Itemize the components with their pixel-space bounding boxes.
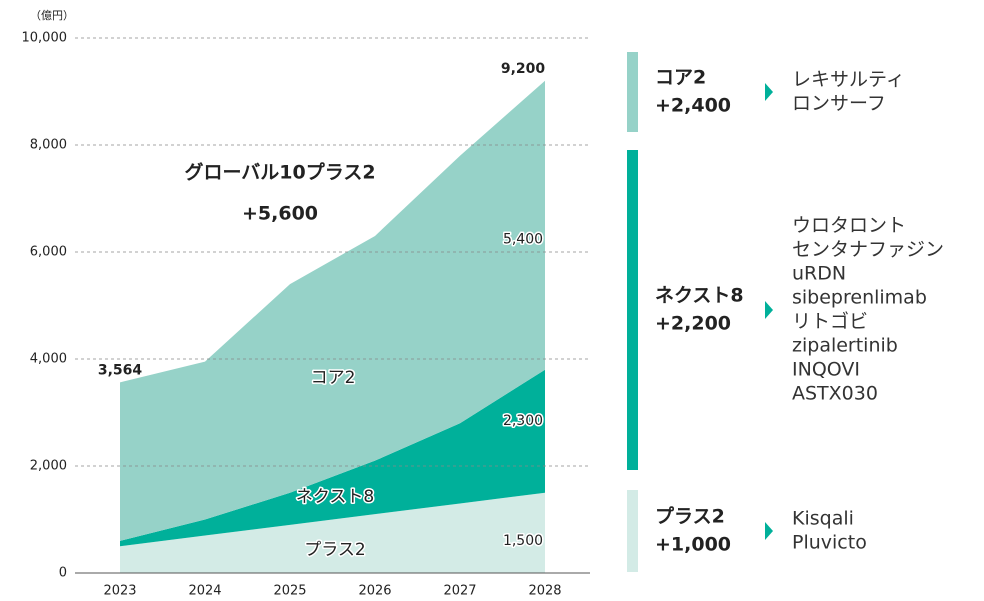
group-item: リトゴビ xyxy=(792,311,868,333)
y-tick-label: 4,000 xyxy=(30,352,67,367)
group-bar xyxy=(627,490,638,572)
data-label: 1,500 xyxy=(503,533,543,549)
group-name: プラス2 xyxy=(655,505,725,528)
arrow xyxy=(765,83,773,101)
y-tick-label: 6,000 xyxy=(30,245,67,260)
group-item: センタナファジン xyxy=(792,239,944,261)
group-item: ウロタロント xyxy=(792,215,906,237)
x-tick-label: 2027 xyxy=(443,584,476,599)
group-item: zipalertinib xyxy=(792,335,898,357)
group-bar xyxy=(627,150,638,470)
x-tick-label: 2028 xyxy=(528,584,561,599)
group-item: sibeprenlimab xyxy=(792,287,927,309)
x-tick-label: 2023 xyxy=(103,584,136,599)
arrow xyxy=(765,522,773,540)
arrow xyxy=(765,301,773,319)
annotation: +5,600 xyxy=(242,203,318,225)
area xyxy=(120,80,545,541)
y-tick-label: 8,000 xyxy=(30,138,67,153)
series-name: ネクスト8 xyxy=(296,487,374,507)
group-name: ネクスト8 xyxy=(655,285,744,307)
area xyxy=(120,492,545,573)
annotation: グローバル10プラス2 xyxy=(184,161,375,184)
y-tick-label: 10,000 xyxy=(22,31,68,46)
group-bar xyxy=(627,52,638,132)
group-item: ASTX030 xyxy=(792,383,878,405)
group-delta: +1,000 xyxy=(655,534,731,556)
data-label: 5,400 xyxy=(503,232,543,248)
data-label: 2,300 xyxy=(503,413,543,429)
group-name: コア2 xyxy=(655,67,706,89)
total-label: 3,564 xyxy=(98,362,143,378)
group-item: レキサルティ xyxy=(792,69,905,91)
group-item: Kisqali xyxy=(792,508,854,530)
series-name: プラス2 xyxy=(304,540,365,560)
x-tick-label: 2024 xyxy=(188,584,221,599)
group-item: Pluvicto xyxy=(792,532,867,554)
group-item: INQOVI xyxy=(792,359,860,381)
area xyxy=(120,369,545,547)
total-label: 9,200 xyxy=(501,61,546,77)
y-tick-label: 0 xyxy=(59,566,67,581)
series-name: コア2 xyxy=(311,368,356,388)
x-tick-label: 2025 xyxy=(273,584,306,599)
group-item: uRDN xyxy=(792,263,846,285)
unit-label: （億円） xyxy=(30,9,74,22)
group-item: ロンサーフ xyxy=(792,93,886,115)
x-tick-label: 2026 xyxy=(358,584,391,599)
group-delta: +2,400 xyxy=(655,95,731,117)
y-tick-label: 2,000 xyxy=(30,459,67,474)
group-delta: +2,200 xyxy=(655,313,731,335)
